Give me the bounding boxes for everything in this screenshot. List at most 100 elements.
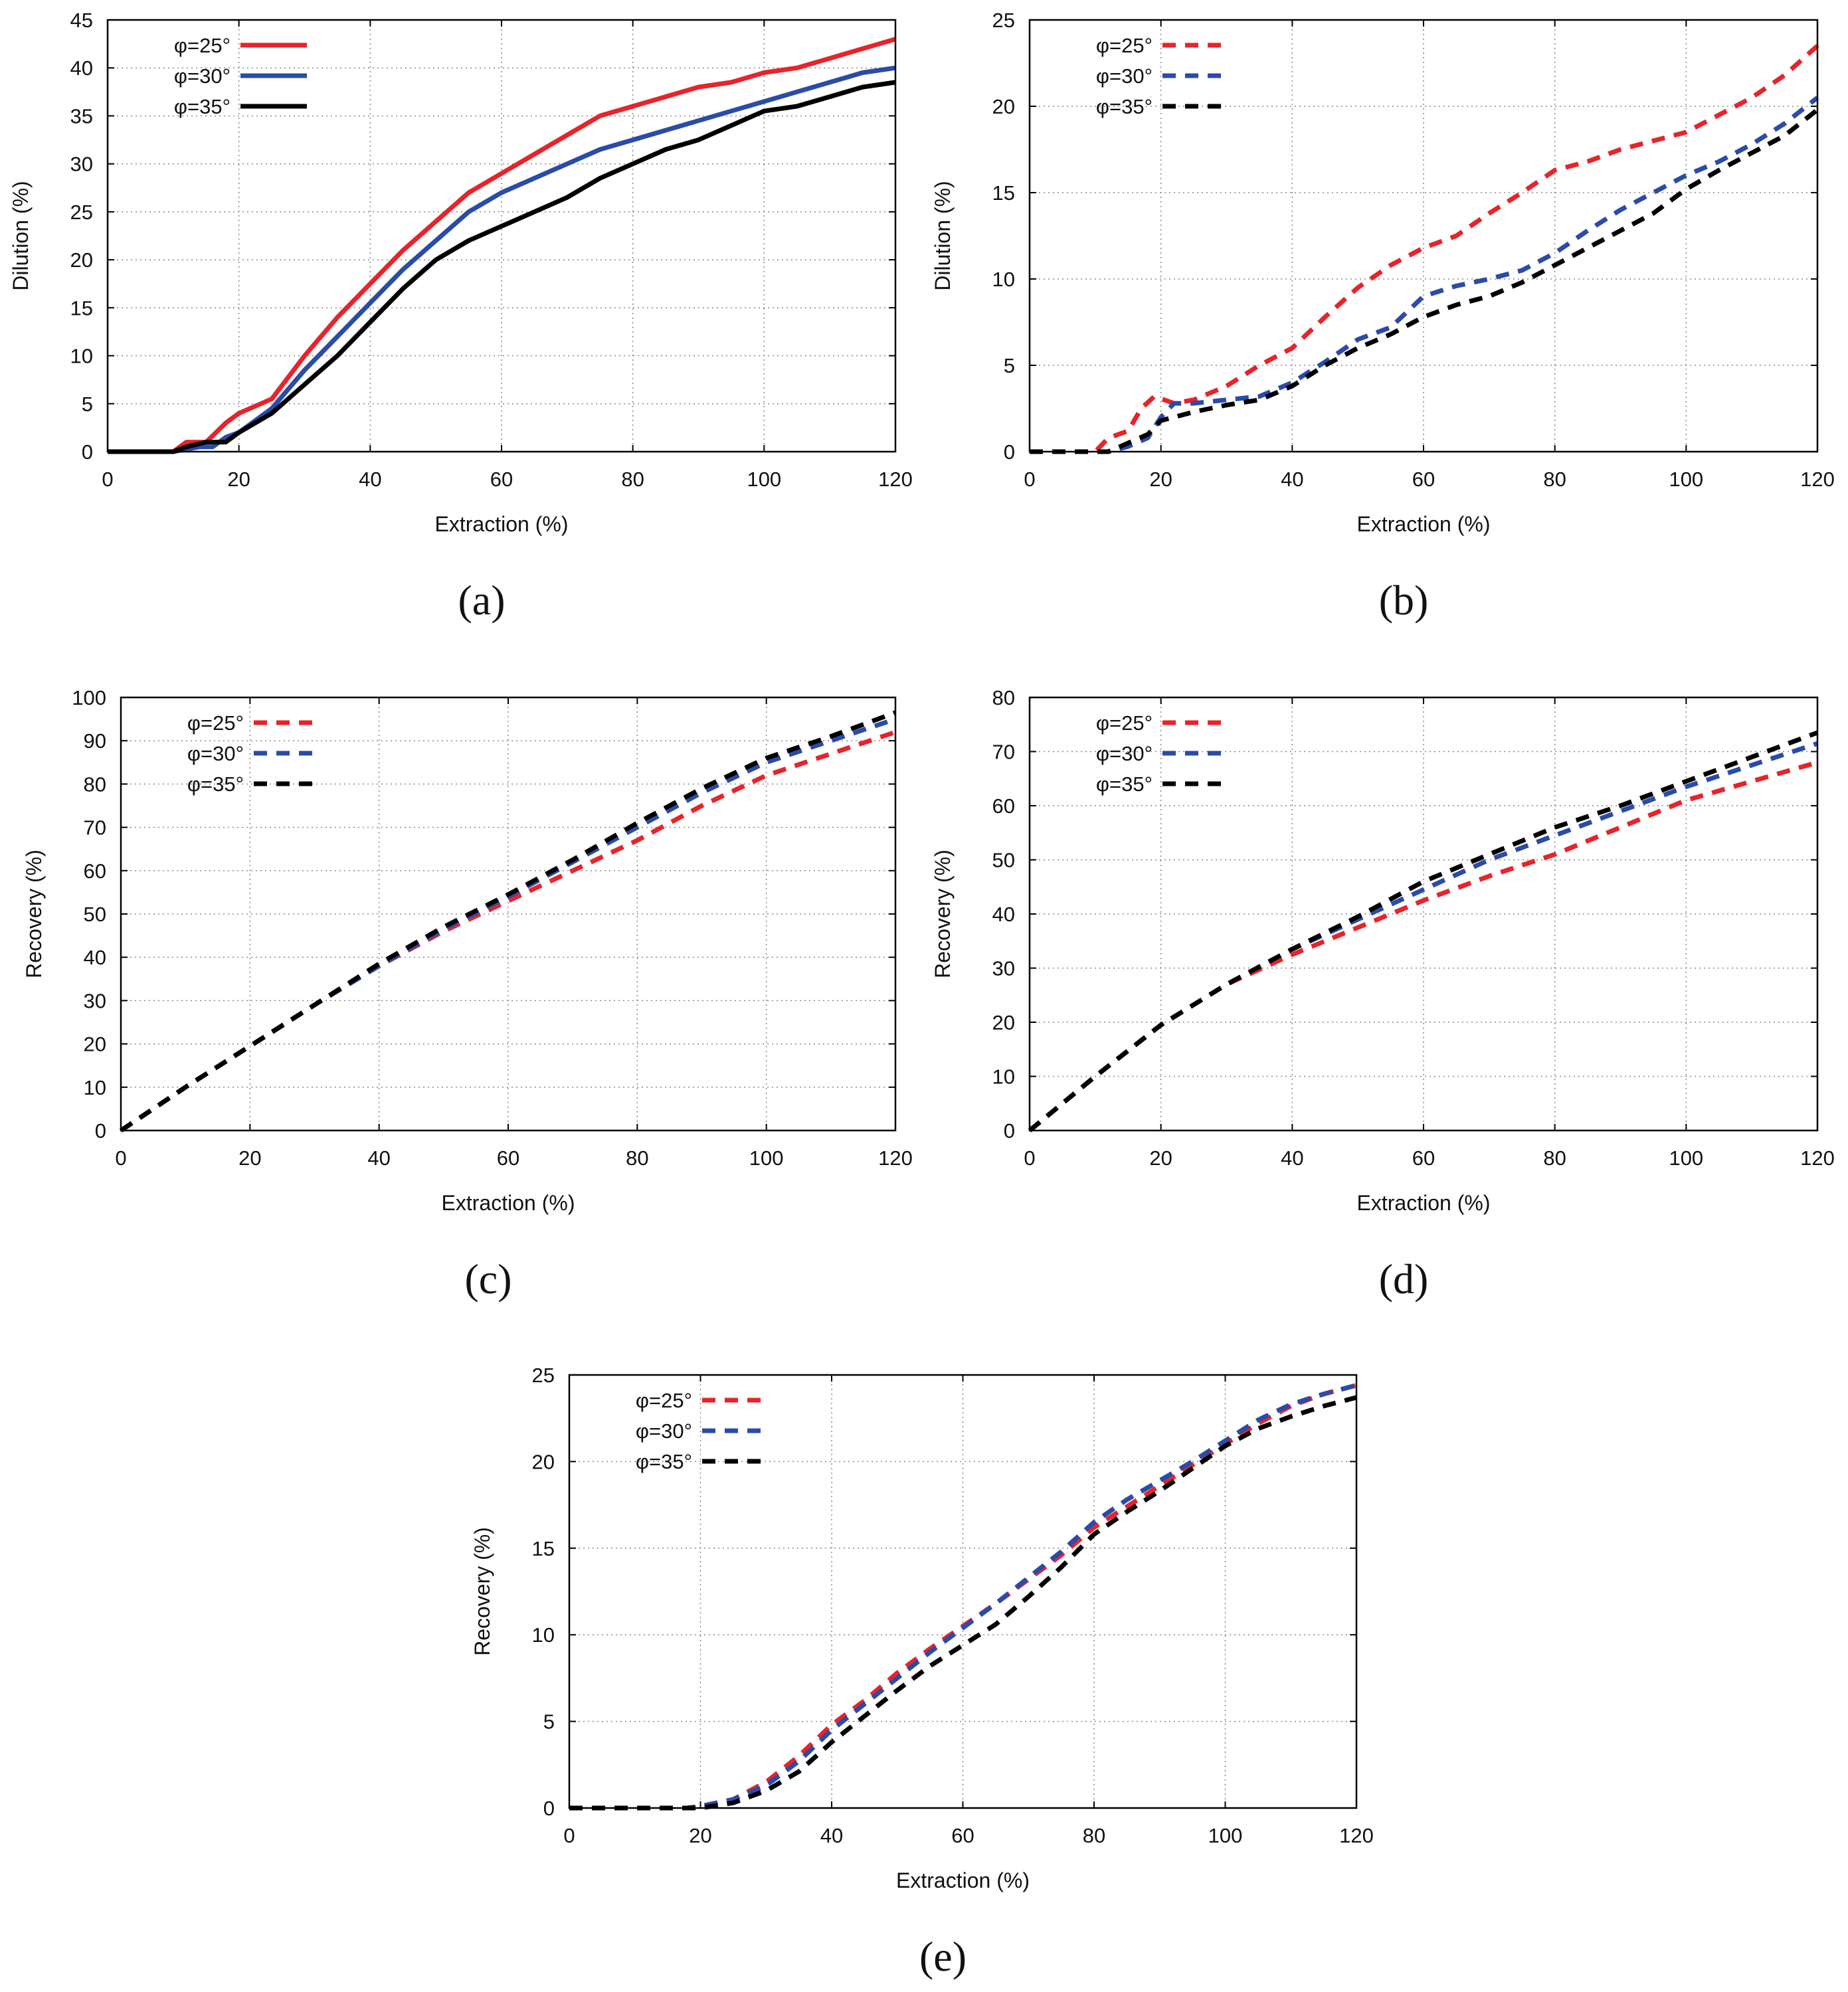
y-tick-label: 25 xyxy=(70,201,93,224)
legend-label: φ=35° xyxy=(174,95,231,118)
x-axis-label: Extraction (%) xyxy=(1357,512,1491,536)
y-tick-label: 60 xyxy=(992,794,1015,818)
panel-label: (e) xyxy=(919,1933,967,1980)
y-tick-label: 5 xyxy=(543,1710,555,1734)
panel-label: (c) xyxy=(464,1255,511,1303)
x-tick-label: 80 xyxy=(621,468,644,491)
x-tick-label: 20 xyxy=(689,1824,711,1847)
y-tick-label: 50 xyxy=(84,903,106,926)
x-tick-label: 120 xyxy=(878,1146,913,1170)
series-line-black xyxy=(569,1395,1357,1811)
x-tick-label: 100 xyxy=(1208,1824,1243,1847)
y-tick-label: 20 xyxy=(992,95,1015,118)
y-tick-label: 20 xyxy=(532,1450,555,1473)
x-tick-label: 120 xyxy=(1800,468,1835,491)
x-tick-label: 100 xyxy=(747,468,781,491)
y-tick-label: 40 xyxy=(992,903,1015,926)
x-tick-label: 60 xyxy=(951,1824,974,1847)
y-tick-label: 0 xyxy=(543,1797,555,1820)
y-tick-label: 30 xyxy=(84,989,106,1012)
plot-frame xyxy=(1028,19,1819,453)
legend-label: φ=35° xyxy=(1096,95,1153,118)
plot-frame xyxy=(106,19,897,453)
x-tick-label: 0 xyxy=(563,1824,575,1847)
plot-frame xyxy=(1028,696,1819,1132)
legend-label: φ=25° xyxy=(174,34,231,57)
y-tick-label: 20 xyxy=(84,1033,106,1056)
plot-frame xyxy=(120,696,897,1132)
y-tick-label: 40 xyxy=(84,946,106,969)
x-tick-label: 40 xyxy=(359,468,381,491)
y-tick-label: 5 xyxy=(1004,354,1015,377)
series-line-black xyxy=(120,710,897,1132)
y-tick-label: 35 xyxy=(70,104,93,128)
y-tick-label: 100 xyxy=(72,686,106,709)
x-axis-label: Extraction (%) xyxy=(896,1868,1030,1892)
x-tick-label: 100 xyxy=(1669,468,1703,491)
y-tick-label: 25 xyxy=(532,1364,555,1387)
series-line-blue xyxy=(569,1383,1357,1811)
x-tick-label: 60 xyxy=(1412,1146,1435,1170)
panel-label: (b) xyxy=(1379,577,1429,624)
legend-label: φ=25° xyxy=(636,1389,692,1412)
x-tick-label: 0 xyxy=(1024,1146,1035,1170)
x-axis-label: Extraction (%) xyxy=(435,512,569,536)
y-tick-label: 15 xyxy=(532,1537,555,1560)
x-tick-label: 120 xyxy=(878,468,913,491)
y-tick-label: 0 xyxy=(95,1119,106,1142)
panel-label: (d) xyxy=(1379,1255,1429,1303)
chart-panel-a: 0 20 40 60 80 100 120 0 5 10 15 20 25 30 35 40 45 Extract… xyxy=(9,9,913,624)
x-tick-label: 80 xyxy=(626,1146,648,1170)
y-axis-label: Dilution (%) xyxy=(931,181,955,290)
y-axis-label: Recovery (%) xyxy=(931,850,955,978)
y-tick-label: 30 xyxy=(992,957,1015,980)
x-tick-label: 40 xyxy=(367,1146,390,1170)
legend-label: φ=30° xyxy=(187,742,244,765)
y-tick-label: 15 xyxy=(70,296,93,319)
x-tick-label: 60 xyxy=(497,1146,519,1170)
x-tick-label: 20 xyxy=(1149,1146,1172,1170)
plot-frame xyxy=(568,1374,1358,1809)
x-tick-label: 80 xyxy=(1543,1146,1566,1170)
x-tick-label: 0 xyxy=(1024,468,1035,491)
x-axis-label: Extraction (%) xyxy=(1357,1191,1491,1215)
y-tick-label: 20 xyxy=(70,248,93,272)
series-line-blue xyxy=(1028,741,1819,1132)
x-tick-label: 60 xyxy=(1412,468,1435,491)
y-tick-label: 80 xyxy=(992,686,1015,709)
y-tick-label: 50 xyxy=(992,849,1015,872)
x-tick-label: 20 xyxy=(1149,468,1172,491)
x-tick-label: 40 xyxy=(820,1824,843,1847)
chart-panel-e: 0 20 40 60 80 100 120 0 5 10 15 20 25 Extraction (%) R… xyxy=(470,1364,1374,1980)
y-tick-label: 40 xyxy=(70,56,93,80)
x-tick-label: 40 xyxy=(1281,1146,1303,1170)
y-tick-label: 10 xyxy=(70,345,93,368)
series-line-black xyxy=(108,80,896,454)
series-line-black xyxy=(1028,730,1819,1132)
series-line-red xyxy=(1030,44,1819,454)
legend-label: φ=35° xyxy=(187,772,244,796)
y-axis-label: Recovery (%) xyxy=(22,850,46,978)
legend-label: φ=35° xyxy=(1096,772,1153,796)
x-tick-label: 80 xyxy=(1543,468,1566,491)
chart-panel-b: 0 20 40 60 80 100 120 0 5 10 15 20 25 Extraction (%) D… xyxy=(931,9,1835,624)
x-tick-label: 20 xyxy=(227,468,250,491)
y-tick-label: 70 xyxy=(84,816,106,840)
y-tick-label: 10 xyxy=(992,1065,1015,1089)
y-tick-label: 90 xyxy=(84,729,106,753)
legend-label: φ=30° xyxy=(174,64,231,88)
y-axis-label: Recovery (%) xyxy=(470,1527,494,1656)
x-tick-label: 0 xyxy=(115,1146,126,1170)
y-tick-label: 25 xyxy=(992,9,1015,32)
x-tick-label: 100 xyxy=(1669,1146,1703,1170)
x-tick-label: 0 xyxy=(102,468,113,491)
y-tick-label: 45 xyxy=(70,9,93,32)
y-tick-label: 10 xyxy=(992,268,1015,291)
legend-label: φ=25° xyxy=(1096,34,1153,57)
y-axis-label: Dilution (%) xyxy=(9,181,33,290)
legend-label: φ=25° xyxy=(1096,711,1153,735)
x-tick-label: 20 xyxy=(238,1146,261,1170)
y-tick-label: 60 xyxy=(84,860,106,883)
series-line-red xyxy=(569,1383,1357,1811)
